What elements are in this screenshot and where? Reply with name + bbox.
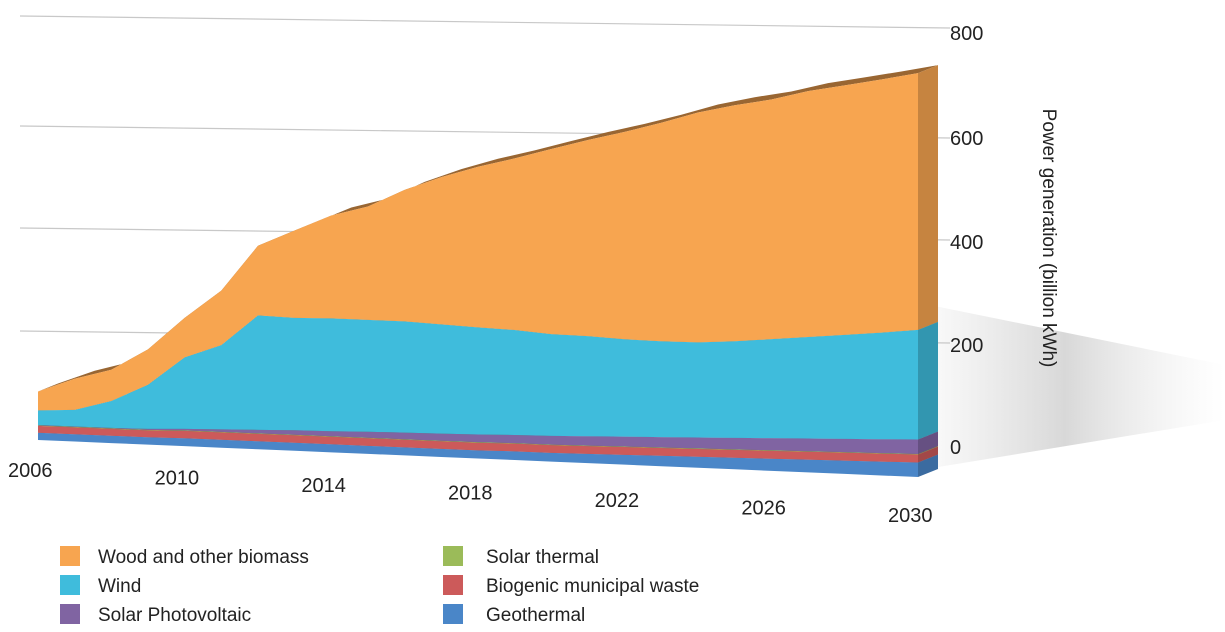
x-axis-ticks: 2006 2010 2014 2018 2022 2026 2030: [8, 460, 933, 527]
series-area-solar-photovoltaic: [38, 424, 918, 454]
area-series: [38, 65, 938, 477]
y-tick-label: 400: [950, 232, 983, 254]
legend-item-wood-and-other-biomass: Wood and other biomass: [60, 546, 309, 568]
series-side-solar-photovoltaic: [918, 431, 938, 454]
series-side-geothermal: [918, 454, 938, 477]
series-side-wood-and-other-biomass: [918, 65, 938, 330]
y-tick-label: 800: [950, 23, 983, 45]
series-area-wood-and-other-biomass: [38, 73, 918, 411]
y-axis-ticks: 0 200 400 600 800: [950, 23, 983, 459]
legend-item-solar-photovoltaic: Solar Photovoltaic: [60, 604, 251, 626]
x-tick-label: 2026: [741, 498, 786, 520]
legend-label: Solar Photovoltaic: [98, 605, 251, 626]
series-side-wind: [918, 321, 938, 440]
legend-swatch: [443, 604, 463, 624]
legend-swatch: [443, 546, 463, 566]
legend-label: Solar thermal: [486, 547, 599, 568]
legend-label: Wood and other biomass: [98, 547, 309, 568]
legend-item-biogenic-municipal-waste: Biogenic municipal waste: [443, 575, 699, 597]
legend-item-geothermal: Geothermal: [443, 604, 585, 626]
y-tick-label: 600: [950, 128, 983, 150]
series-side-biogenic-municipal-waste: [918, 446, 938, 463]
legend-swatch: [443, 575, 463, 595]
x-tick-label: 2010: [155, 468, 200, 490]
legend: Wood and other biomass Wind Solar Photovol…: [60, 546, 699, 626]
legend-swatch: [60, 604, 80, 624]
x-tick-label: 2014: [301, 475, 346, 497]
y-tick-label: 0: [950, 437, 961, 459]
series-area-biogenic-municipal-waste: [38, 425, 918, 463]
x-tick-label: 2030: [888, 505, 933, 527]
y-tick-label: 200: [950, 335, 983, 357]
legend-label: Biogenic municipal waste: [486, 576, 699, 597]
gridline: [19, 15, 951, 29]
x-tick-label: 2006: [8, 460, 53, 482]
series-side-solar-thermal: [918, 445, 938, 455]
x-tick-label: 2022: [595, 490, 640, 512]
legend-label: Geothermal: [486, 605, 585, 626]
floor-shadow-shape: [905, 300, 1225, 470]
legend-label: Wind: [98, 576, 141, 597]
floor-shadow: [905, 300, 1225, 470]
series-area-geothermal: [38, 432, 918, 477]
legend-swatch: [60, 546, 80, 566]
y-axis-title: Power generation (billion kWh): [1038, 109, 1059, 368]
legend-swatch: [60, 575, 80, 595]
series-wood-and-other-biomass: [38, 65, 938, 411]
x-tick-label: 2018: [448, 483, 493, 505]
legend-item-solar-thermal: Solar thermal: [443, 546, 599, 568]
series-area-wind: [38, 315, 918, 440]
legend-item-wind: Wind: [60, 575, 141, 597]
